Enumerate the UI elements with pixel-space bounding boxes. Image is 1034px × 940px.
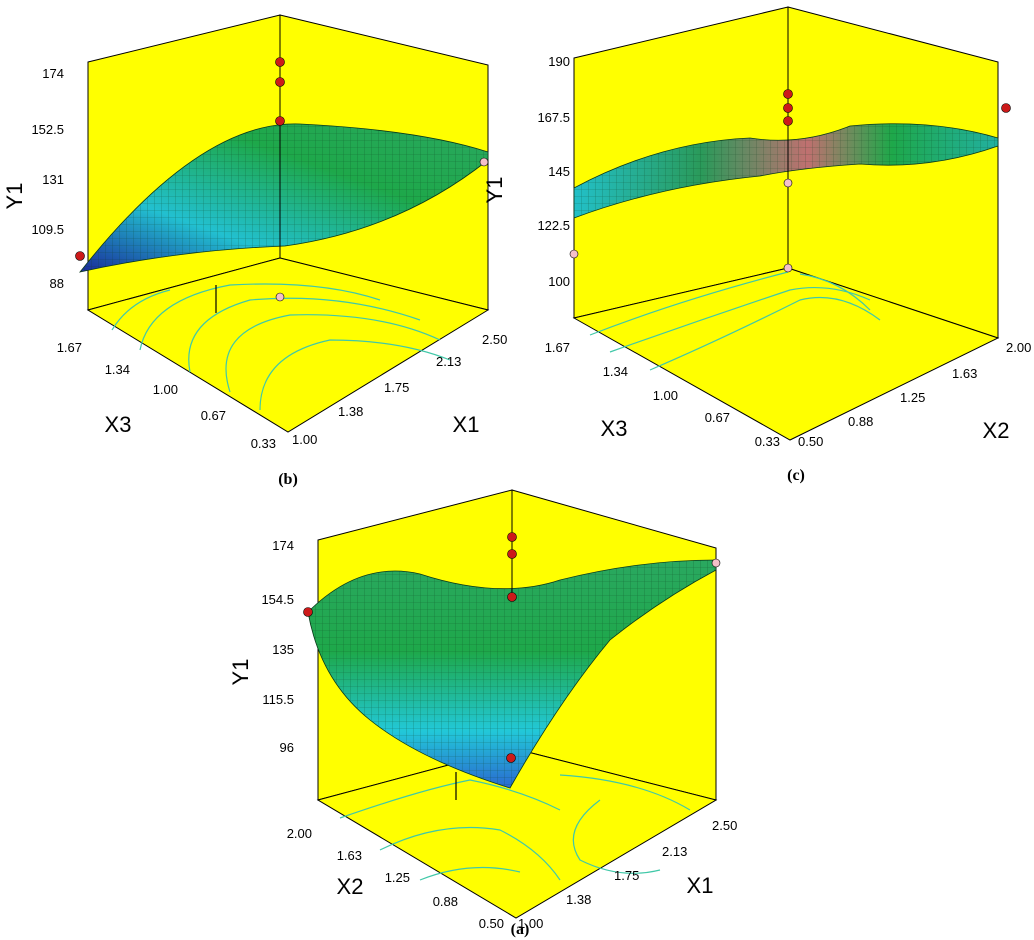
y-tick: 0.50 bbox=[479, 916, 504, 931]
z-tick: 115.5 bbox=[262, 692, 294, 707]
x-tick: 0.50 bbox=[798, 434, 823, 449]
z-tick: 152.5 bbox=[31, 122, 64, 137]
y-tick: 0.67 bbox=[201, 408, 226, 423]
y-axis-title: X3 bbox=[105, 412, 132, 437]
x-tick: 1.38 bbox=[338, 404, 363, 419]
y-tick: 1.34 bbox=[105, 362, 130, 377]
x-ticks-a: 1.00 1.38 1.75 2.13 2.50 bbox=[518, 818, 737, 931]
z-tick: 174 bbox=[42, 66, 64, 81]
design-points bbox=[75, 57, 489, 302]
y-tick: 1.63 bbox=[337, 848, 362, 863]
z-axis-title: Y1 bbox=[2, 183, 27, 210]
panel-c: 190 167.5 145 122.5 100 Y1 0.33 0.67 1.0… bbox=[482, 6, 1031, 484]
y-axis-title: X2 bbox=[337, 874, 364, 899]
z-tick: 131 bbox=[42, 172, 64, 187]
z-ticks-b: 174 152.5 131 109.5 88 bbox=[31, 66, 64, 291]
contour-lines bbox=[339, 774, 691, 881]
y-axis-title: X3 bbox=[601, 416, 628, 441]
z-tick: 154.5 bbox=[261, 592, 294, 607]
x-tick: 1.75 bbox=[614, 868, 639, 883]
z-tick: 100 bbox=[548, 274, 570, 289]
y-tick: 1.00 bbox=[653, 388, 678, 403]
panel-b: 174 152.5 131 109.5 88 Y1 0.33 0.67 1.00… bbox=[2, 14, 507, 488]
x-tick: 1.63 bbox=[952, 366, 977, 381]
z-ticks-a: 174 154.5 135 115.5 96 bbox=[261, 538, 294, 755]
x-axis-title: X2 bbox=[983, 418, 1010, 443]
z-axis-title: Y1 bbox=[482, 177, 507, 204]
y-tick: 1.67 bbox=[545, 340, 570, 355]
design-points bbox=[303, 532, 721, 763]
z-tick: 88 bbox=[50, 276, 64, 291]
x-tick: 1.25 bbox=[900, 390, 925, 405]
y-tick: 0.88 bbox=[433, 894, 458, 909]
design-points bbox=[569, 89, 1011, 273]
z-tick: 190 bbox=[548, 54, 570, 69]
x-tick: 2.50 bbox=[482, 332, 507, 347]
y-tick: 1.67 bbox=[57, 340, 82, 355]
z-tick: 174 bbox=[272, 538, 294, 553]
x-axis-title: X1 bbox=[453, 412, 480, 437]
x-tick: 2.00 bbox=[1006, 340, 1031, 355]
x-tick: 2.13 bbox=[662, 844, 687, 859]
z-axis-title: Y1 bbox=[228, 659, 253, 686]
panel-a: 174 154.5 135 115.5 96 Y1 0.50 0.88 1.25… bbox=[228, 489, 737, 938]
panel-label: (a) bbox=[511, 921, 530, 938]
y-tick: 0.33 bbox=[755, 434, 780, 449]
x-tick: 0.88 bbox=[848, 414, 873, 429]
panel-label: (c) bbox=[787, 467, 805, 484]
z-tick: 135 bbox=[272, 642, 294, 657]
panel-label: (b) bbox=[278, 471, 298, 488]
x-tick: 1.38 bbox=[566, 892, 591, 907]
y-ticks-a: 0.50 0.88 1.25 1.63 2.00 bbox=[287, 826, 504, 931]
contour-lines bbox=[589, 271, 881, 371]
x-tick: 2.50 bbox=[712, 818, 737, 833]
floor bbox=[572, 267, 1000, 441]
z-tick: 167.5 bbox=[537, 110, 570, 125]
y-tick: 1.00 bbox=[153, 382, 178, 397]
y-ticks-c: 0.33 0.67 1.00 1.34 1.67 bbox=[545, 340, 780, 449]
y-tick: 1.34 bbox=[603, 364, 628, 379]
z-tick: 145 bbox=[548, 164, 570, 179]
y-tick: 2.00 bbox=[287, 826, 312, 841]
y-ticks-b: 0.33 0.67 1.00 1.34 1.67 bbox=[57, 340, 276, 451]
y-tick: 0.67 bbox=[705, 410, 730, 425]
x-tick: 1.00 bbox=[292, 432, 317, 447]
x-ticks-b: 1.00 1.38 1.75 2.13 2.50 bbox=[292, 332, 507, 447]
x-axis-title: X1 bbox=[687, 873, 714, 898]
x-tick: 2.13 bbox=[436, 354, 461, 369]
contour-lines bbox=[111, 283, 451, 411]
x-tick: 1.00 bbox=[518, 916, 543, 931]
floor bbox=[86, 257, 490, 433]
z-ticks-c: 190 167.5 145 122.5 100 bbox=[537, 54, 570, 289]
z-tick: 96 bbox=[280, 740, 294, 755]
x-tick: 1.75 bbox=[384, 380, 409, 395]
z-tick: 122.5 bbox=[537, 218, 570, 233]
y-tick: 0.33 bbox=[251, 436, 276, 451]
y-tick: 1.25 bbox=[385, 870, 410, 885]
x-ticks-c: 0.50 0.88 1.25 1.63 2.00 bbox=[798, 340, 1031, 449]
z-tick: 109.5 bbox=[31, 222, 64, 237]
